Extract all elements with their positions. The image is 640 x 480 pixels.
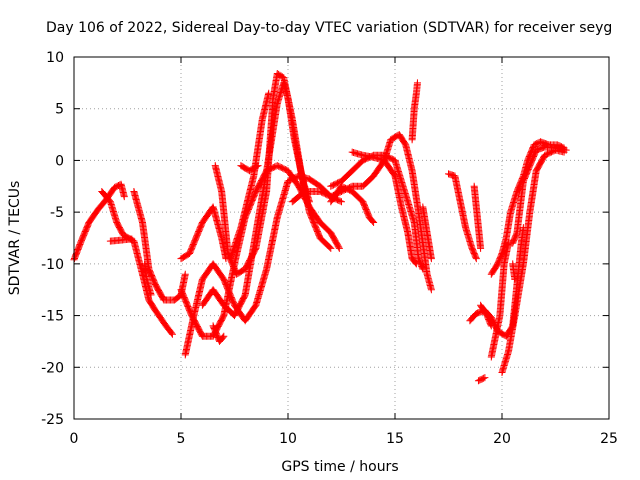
series-track-10 — [209, 322, 228, 345]
series-track-13 — [237, 162, 262, 175]
data-point — [412, 259, 420, 267]
data-point — [370, 218, 378, 226]
data-point — [338, 198, 345, 206]
data-point — [335, 244, 343, 252]
data-point — [472, 253, 480, 261]
data-point — [560, 148, 568, 156]
x-axis-label: GPS time / hours — [281, 459, 398, 475]
y-tick-label: 10 — [46, 50, 64, 66]
data-point — [487, 322, 495, 330]
data-point — [168, 329, 176, 337]
x-tick-label: 10 — [279, 431, 297, 447]
series-track-23 — [474, 374, 489, 385]
y-tick-label: 0 — [55, 153, 64, 169]
data-point — [336, 197, 344, 205]
data-point — [480, 374, 488, 382]
x-tick-label: 5 — [177, 431, 186, 447]
data-point — [419, 265, 427, 273]
series-track-20 — [445, 170, 480, 263]
x-tick-label: 0 — [70, 431, 79, 447]
data-point — [168, 330, 176, 338]
series-track-24 — [477, 301, 495, 330]
plot-frame — [73, 56, 610, 420]
data-point — [120, 193, 128, 201]
data-point — [477, 244, 485, 252]
series-track-17 — [348, 148, 420, 268]
series-track-8 — [181, 172, 345, 359]
data-point — [369, 217, 377, 225]
series-track-1 — [70, 180, 128, 264]
series-track-4 — [106, 235, 136, 245]
data-point — [487, 321, 495, 329]
data-point — [147, 291, 155, 299]
data-point — [326, 243, 334, 251]
series-track-16 — [327, 182, 378, 226]
series-track-18 — [408, 79, 421, 144]
y-tick-label: -25 — [41, 412, 64, 428]
axis-ticks — [73, 56, 610, 420]
data-point — [413, 79, 421, 87]
x-tick-labels: 0 5 10 15 20 25 — [70, 431, 618, 447]
data-point — [335, 243, 343, 251]
data-point — [265, 89, 273, 97]
data-point — [427, 255, 435, 263]
data-point — [481, 374, 489, 382]
data-point — [511, 275, 519, 283]
y-tick-label: 5 — [55, 102, 64, 118]
x-tick-label: 15 — [386, 431, 404, 447]
data-point — [472, 255, 480, 263]
data-point — [219, 333, 227, 341]
series-track-15 — [327, 151, 427, 273]
chart-title: Day 106 of 2022, Sidereal Day-to-day VTE… — [46, 20, 612, 36]
series-track-11 — [211, 70, 335, 278]
series-track-27 — [498, 146, 568, 376]
y-tick-label: -20 — [41, 360, 64, 376]
data-point — [412, 260, 420, 268]
y-tick-label: -10 — [41, 257, 64, 273]
data-point — [327, 244, 335, 252]
y-tick-labels: -25 -20 -15 -10 -5 0 5 10 — [41, 50, 64, 428]
data-point — [418, 264, 426, 272]
series-track-26 — [487, 138, 568, 278]
series-track-28 — [509, 260, 519, 283]
data-point — [220, 332, 228, 340]
data-point — [254, 162, 262, 170]
y-tick-label: -15 — [41, 309, 64, 325]
series-track-12 — [226, 89, 273, 263]
data-point — [181, 270, 189, 278]
y-axis-label: SDTVAR / TECUs — [7, 181, 23, 296]
x-tick-label: 20 — [493, 431, 511, 447]
x-tick-label: 25 — [600, 431, 618, 447]
data-point — [427, 286, 435, 294]
series-track-5 — [141, 260, 155, 299]
data-point — [253, 162, 261, 170]
series-track-19 — [419, 203, 435, 263]
data-point — [128, 235, 136, 243]
data-points — [70, 70, 570, 385]
series-track-21 — [470, 182, 485, 252]
y-tick-label: -5 — [50, 205, 64, 221]
